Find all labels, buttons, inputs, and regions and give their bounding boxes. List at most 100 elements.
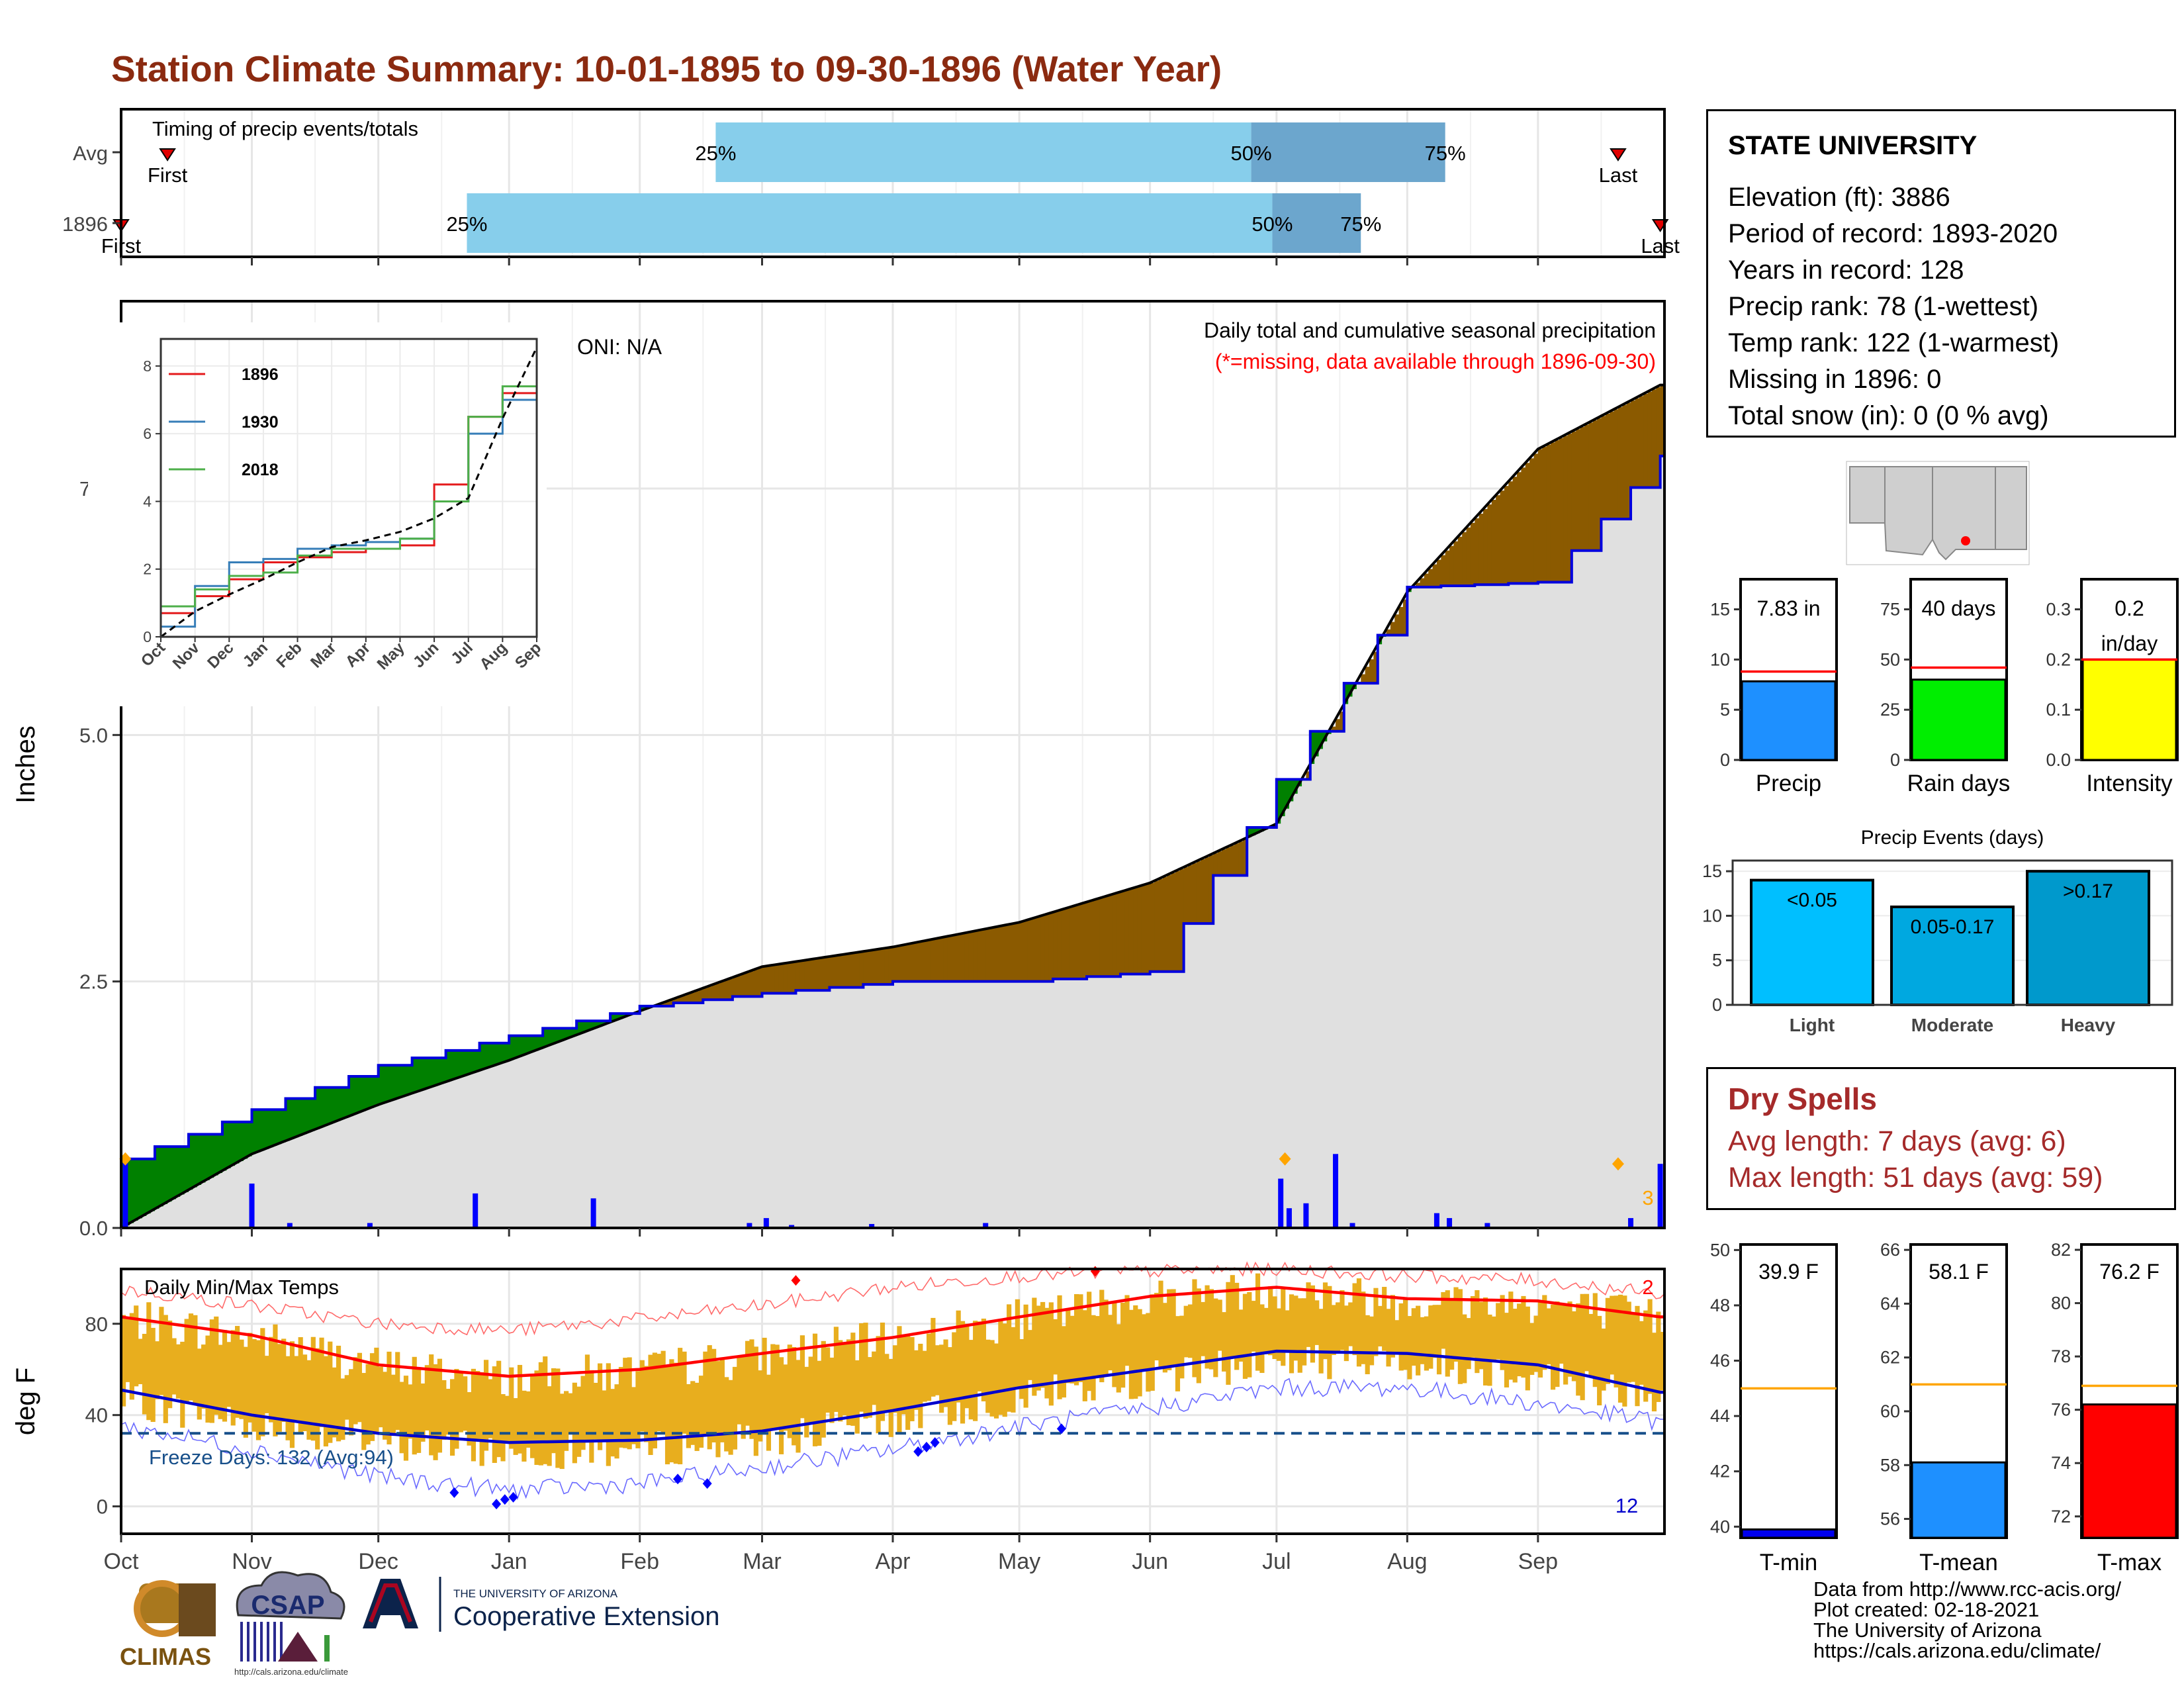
daily-temp-bar — [525, 1391, 531, 1448]
daily-temp-bar — [1571, 1311, 1576, 1382]
daily-temp-bar — [817, 1360, 822, 1446]
timing-row-label: Avg — [73, 142, 108, 165]
daily-temp-bar — [1382, 1287, 1387, 1351]
deficit-area — [1550, 442, 1555, 583]
cumulative-base-area — [1466, 586, 1471, 1228]
deficit-area — [1201, 859, 1206, 924]
cumulative-base-area — [719, 1000, 725, 1228]
record-low-marker — [500, 1494, 510, 1505]
surplus-area — [492, 1043, 497, 1066]
cumulative-base-area — [1592, 550, 1598, 1228]
daily-temp-bar — [597, 1363, 603, 1450]
cumulative-base-area — [496, 1064, 502, 1228]
cumulative-base-area — [205, 1180, 210, 1228]
cumulative-base-area — [1386, 635, 1391, 1228]
cumulative-base-area — [817, 990, 822, 1228]
cumulative-base-area — [1559, 582, 1564, 1228]
map-state — [1995, 466, 2027, 550]
daily-temp-bar — [1500, 1295, 1505, 1370]
daily-temp-bar — [808, 1356, 813, 1423]
surplus-area — [433, 1058, 438, 1086]
deficit-area — [1205, 857, 1210, 924]
cumulative-base-area — [1192, 923, 1197, 1228]
cumulative-base-area — [1631, 487, 1635, 1228]
daily-temp-bar — [1188, 1304, 1193, 1358]
deficit-area — [1496, 495, 1501, 585]
daily-temp-bar — [1268, 1286, 1273, 1356]
cumulative-base-area — [1208, 923, 1214, 1228]
daily-temp-bar — [306, 1360, 312, 1440]
daily-temp-bar — [551, 1368, 557, 1454]
surplus-area — [639, 1006, 645, 1011]
gauge-value-bar — [1912, 679, 2005, 760]
surplus-area — [171, 1147, 177, 1199]
daily-precip-bar — [747, 1223, 752, 1228]
daily-temp-bar — [623, 1358, 628, 1448]
daily-temp-bar — [1441, 1291, 1446, 1349]
surplus-area — [323, 1087, 328, 1127]
cumulative-base-area — [1036, 981, 1041, 1228]
daily-temp-bar — [243, 1346, 248, 1438]
daily-temp-bar — [1475, 1290, 1480, 1374]
cumulative-base-area — [1462, 586, 1467, 1228]
avg-min-line — [120, 1349, 1664, 1444]
cumulative-base-area — [1027, 981, 1032, 1228]
daily-temp-bar — [1226, 1282, 1231, 1385]
deficit-area — [973, 931, 978, 982]
deficit-area — [1078, 904, 1083, 979]
cumulative-base-area — [1647, 487, 1653, 1228]
surplus-area — [471, 1050, 476, 1074]
temp-panel: Daily Min/Max Temps Freeze Days: 132 (Avg… — [11, 1261, 1666, 1535]
daily-temp-bar — [1631, 1312, 1636, 1382]
daily-temp-bar — [1276, 1308, 1281, 1361]
temp-gauge-tick-label: 40 — [1710, 1517, 1730, 1536]
surplus-area — [357, 1076, 362, 1113]
temp-gauge-outline — [2081, 1403, 2177, 1539]
surplus-area — [483, 1043, 488, 1069]
freeze-days-label: Freeze Days: 132 (Avg:94) — [149, 1446, 394, 1469]
deficit-area — [960, 933, 965, 982]
deficit-area — [1614, 409, 1619, 520]
cumulative-base-area — [1230, 875, 1235, 1228]
deficit-area — [1470, 522, 1475, 586]
cumulative-base-area — [956, 981, 961, 1228]
cumulative-base-area — [1175, 971, 1180, 1228]
deficit-area — [1626, 402, 1631, 520]
cumulative-base-area — [1407, 592, 1412, 1228]
daily-temp-bar — [838, 1340, 843, 1422]
station-snow: Total snow (in): 0 (0 % avg) — [1728, 401, 2049, 430]
daily-temp-bar — [193, 1315, 198, 1404]
daily-temp-bar — [799, 1335, 805, 1419]
cumulative-base-area — [378, 1104, 383, 1228]
ua-logo-line1: THE UNIVERSITY OF ARIZONA — [453, 1587, 618, 1600]
daily-temp-bar — [618, 1366, 624, 1448]
daily-temp-bar — [1496, 1303, 1501, 1360]
cumulative-base-area — [1082, 978, 1087, 1228]
daily-temp-bar — [1559, 1303, 1564, 1364]
cumulative-base-area — [703, 1000, 708, 1228]
deficit-area — [1420, 578, 1425, 587]
cumulative-base-area — [931, 981, 936, 1228]
daily-temp-bar — [1610, 1295, 1615, 1375]
deficit-area — [1336, 719, 1340, 731]
daily-temp-bar — [230, 1330, 236, 1426]
deficit-area — [1087, 902, 1092, 977]
cumulative-base-area — [1116, 976, 1121, 1228]
cumulative-base-area — [1336, 731, 1340, 1228]
cumulative-base-area — [1588, 550, 1594, 1228]
cumulative-base-area — [150, 1211, 156, 1228]
cumulative-base-area — [1580, 550, 1585, 1228]
daily-temp-bar — [1643, 1310, 1649, 1402]
observed-cumulative-line — [121, 454, 1664, 1160]
deficit-area — [1479, 513, 1484, 585]
daily-temp-bar — [1420, 1317, 1425, 1364]
surplus-area — [458, 1050, 463, 1078]
cumulative-base-area — [1656, 487, 1661, 1228]
daily-temp-bar — [1167, 1289, 1172, 1370]
legend-label: 2018 — [242, 461, 279, 479]
surplus-area — [475, 1050, 480, 1072]
daily-temp-bar — [872, 1351, 877, 1405]
cumulative-base-area — [218, 1173, 223, 1228]
daily-temp-bar — [1483, 1297, 1488, 1385]
